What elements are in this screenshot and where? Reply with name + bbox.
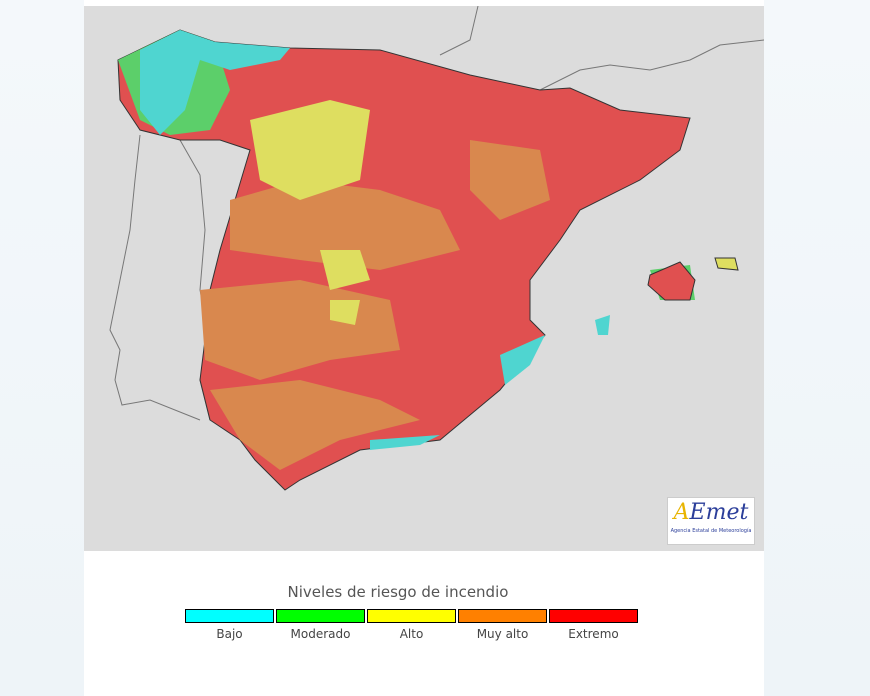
legend-swatch-bajo bbox=[185, 609, 274, 623]
legend-label: Moderado bbox=[290, 627, 351, 641]
legend-title: Niveles de riesgo de incendio bbox=[287, 583, 509, 601]
background-decoration bbox=[0, 0, 84, 696]
menorca-island bbox=[714, 257, 739, 271]
portugal-coast bbox=[109, 134, 201, 421]
france-coast bbox=[439, 5, 765, 91]
legend-label: Muy alto bbox=[476, 627, 529, 641]
high-risk-areas bbox=[250, 100, 370, 325]
aemet-logo: AEmet Agencia Estatal de Meteorología bbox=[667, 497, 755, 545]
legend-label: Bajo bbox=[216, 627, 243, 641]
mallorca-island bbox=[647, 261, 696, 301]
legend-swatch-moderado bbox=[276, 609, 365, 623]
low-risk-areas bbox=[140, 30, 610, 450]
legend-swatch-extremo bbox=[549, 609, 638, 623]
legend-label: Extremo bbox=[568, 627, 619, 641]
legend-swatch-alto bbox=[367, 609, 456, 623]
background-decoration bbox=[764, 0, 870, 696]
legend-swatch-muy-alto bbox=[458, 609, 547, 623]
fire-risk-map bbox=[84, 5, 765, 551]
legend-label: Alto bbox=[399, 627, 424, 641]
